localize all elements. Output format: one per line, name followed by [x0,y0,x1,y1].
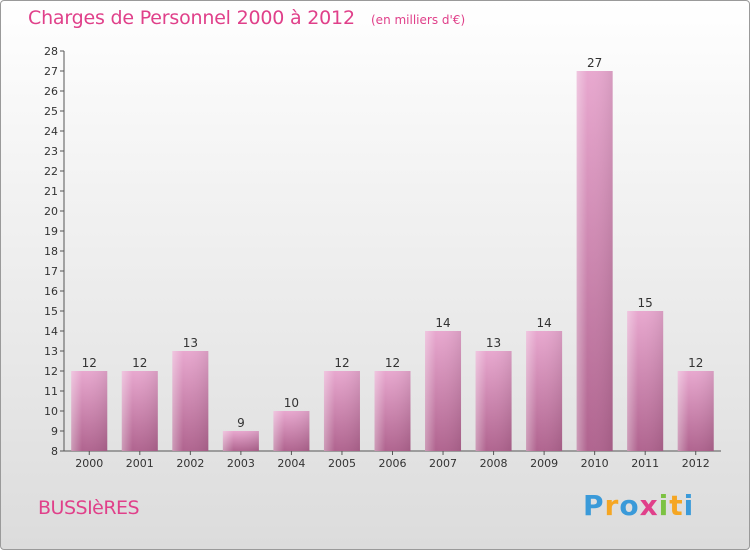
y-tick-label: 11 [44,385,58,398]
x-tick-label: 2004 [277,457,305,470]
logo-letter: o [619,489,640,522]
bar-shading [425,331,462,451]
bar-value-label: 9 [237,416,245,430]
bar-shading [627,311,664,451]
x-tick-label: 2006 [379,457,407,470]
bar-value-label: 12 [688,356,703,370]
bar-value-label: 13 [486,336,501,350]
bar-value-label: 12 [334,356,349,370]
bar-shading [323,371,360,451]
bar-value-label: 12 [132,356,147,370]
y-tick-label: 17 [44,265,58,278]
logo-letter: t [669,489,684,522]
bar-shading [374,371,411,451]
x-tick-label: 2009 [530,457,558,470]
bar-shading [576,71,613,451]
chart-subtitle: (en milliers d'€) [371,13,466,27]
chart-title: Charges de Personnel 2000 à 2012 [28,7,355,29]
bar-value-label: 13 [183,336,198,350]
x-tick-label: 2003 [227,457,255,470]
y-tick-label: 12 [44,365,58,378]
bar-shading [222,431,259,451]
y-tick-label: 13 [44,345,58,358]
logo-letter: P [583,489,605,522]
y-tick-label: 9 [51,425,58,438]
x-tick-label: 2008 [480,457,508,470]
x-tick-label: 2001 [126,457,154,470]
y-tick-label: 14 [44,325,58,338]
bar-shading [172,351,209,451]
logo-letter: i [683,489,695,522]
y-tick-label: 21 [44,185,58,198]
y-tick-label: 25 [44,105,58,118]
bar-value-label: 12 [82,356,97,370]
y-tick-label: 26 [44,85,58,98]
bar-value-label: 12 [385,356,400,370]
bar-shading [71,371,108,451]
bar-value-label: 14 [536,316,551,330]
y-tick-label: 15 [44,305,58,318]
bar-value-label: 27 [587,56,602,70]
y-tick-label: 28 [44,45,58,58]
bar-value-label: 15 [638,296,653,310]
bar-value-label: 14 [435,316,450,330]
y-tick-label: 19 [44,225,58,238]
y-tick-label: 20 [44,205,58,218]
bar-shading [121,371,158,451]
y-tick-label: 23 [44,145,58,158]
y-tick-label: 27 [44,65,58,78]
y-tick-label: 10 [44,405,58,418]
x-tick-label: 2005 [328,457,356,470]
y-tick-label: 18 [44,245,58,258]
y-tick-label: 16 [44,285,58,298]
x-tick-label: 2002 [176,457,204,470]
x-tick-label: 2011 [631,457,659,470]
x-tick-label: 2007 [429,457,457,470]
x-tick-label: 2010 [581,457,609,470]
logo-letter: r [604,489,620,522]
y-tick-label: 8 [51,445,58,458]
bar-shading [273,411,310,451]
logo-letter: i [658,489,670,522]
bar-shading [475,351,512,451]
place-name: BUSSIèRES [38,497,140,519]
bar-value-label: 10 [284,396,299,410]
y-tick-label: 22 [44,165,58,178]
y-tick-label: 24 [44,125,58,138]
x-tick-label: 2000 [75,457,103,470]
bar-shading [677,371,714,451]
proxiti-logo[interactable]: Proxiti [583,489,694,522]
bar-shading [526,331,563,451]
x-tick-label: 2012 [682,457,710,470]
logo-letter: x [639,489,659,522]
